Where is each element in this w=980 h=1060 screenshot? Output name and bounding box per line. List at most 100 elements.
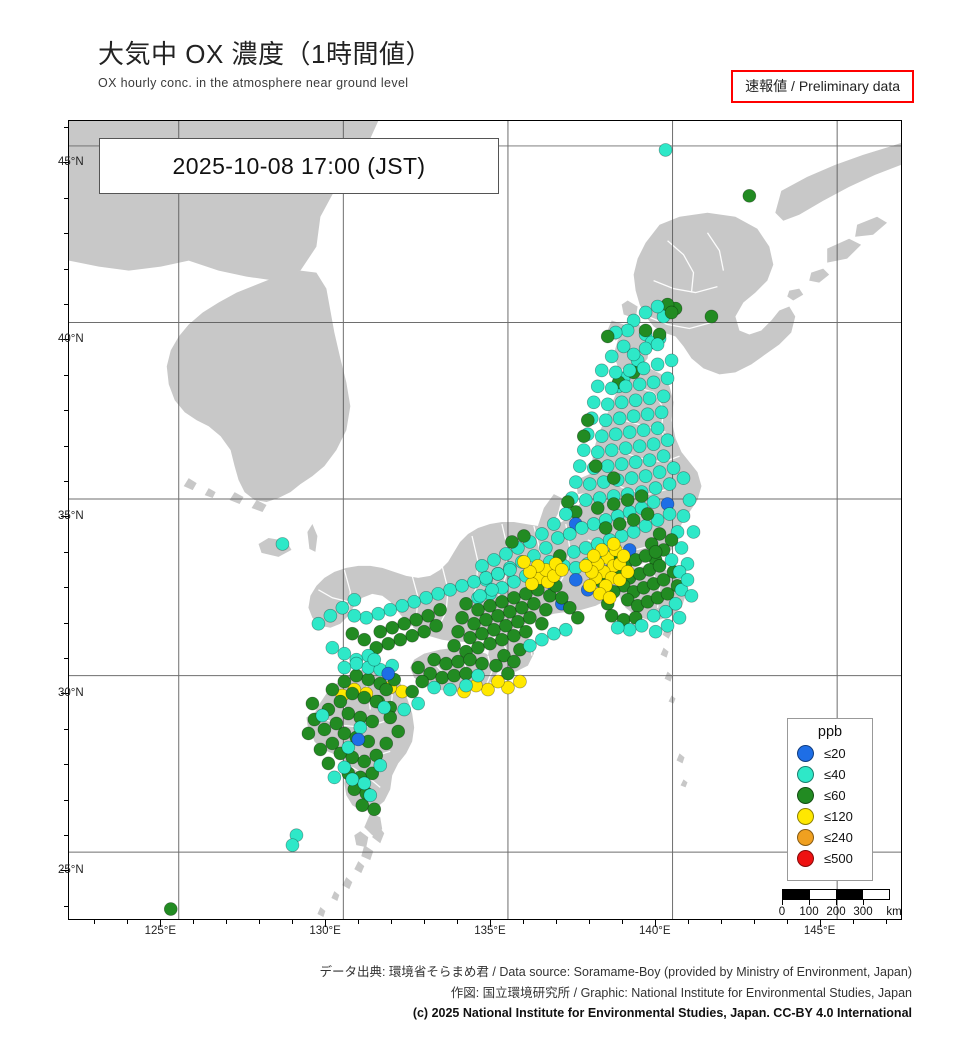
y-axis-tick-label: 45°N: [58, 156, 84, 169]
y-axis-minor-tick: [64, 622, 68, 624]
legend: ppb ≤20 ≤40 ≤60 ≤120 ≤240 ≤500: [787, 718, 873, 881]
legend-color-swatch: [797, 829, 814, 846]
legend-title: ppb: [817, 724, 843, 740]
title-block: 大気中 OX 濃度（1時間値） OX hourly conc. in the a…: [98, 39, 432, 90]
legend-row: ≤40: [788, 764, 872, 785]
y-axis-minor-tick: [64, 728, 68, 730]
y-axis-minor-tick: [64, 658, 68, 660]
y-axis-minor-tick: [64, 127, 68, 129]
y-axis-minor-tick: [64, 233, 68, 235]
scale-bar-labels: km 0 100 200 300: [778, 906, 901, 919]
legend-row: ≤20: [788, 743, 872, 764]
timestamp-box: 2025-10-08 17:00 (JST): [99, 138, 499, 194]
scale-bar-label: 100: [799, 906, 819, 918]
scale-bar-segment: [836, 890, 863, 899]
y-axis-minor-tick: [64, 587, 68, 589]
legend-color-swatch: [797, 787, 814, 804]
x-axis-tick-label: 135°E: [474, 925, 506, 937]
x-axis-minor-tick: [358, 920, 360, 924]
scale-bar-segment: [809, 890, 836, 899]
footer-data-source: データ出典: 環境省そらまめ君 / Data source: Soramame-…: [319, 965, 912, 979]
page-title: 大気中 OX 濃度（1時間値）: [98, 39, 432, 69]
legend-row: ≤240: [788, 827, 872, 848]
y-axis-minor-tick: [64, 905, 68, 907]
y-axis-minor-tick: [64, 481, 68, 483]
japan-map: [69, 121, 901, 919]
scale-bar-tick: [863, 900, 864, 905]
y-axis-major-tick: [61, 516, 68, 518]
x-axis-minor-tick: [852, 920, 854, 924]
x-axis-tick-label: 125°E: [144, 925, 177, 937]
x-axis-major-tick: [325, 920, 327, 927]
legend-label: ≤500: [824, 851, 853, 866]
x-axis-minor-tick: [522, 920, 524, 924]
preliminary-data-badge: 速報値 / Preliminary data: [731, 70, 914, 103]
legend-color-swatch: [797, 766, 814, 783]
y-axis-tick-label: 30°N: [58, 687, 84, 700]
x-axis-minor-tick: [127, 920, 129, 924]
footer-graphic-credit: 作図: 国立環境研究所 / Graphic: National Institut…: [450, 985, 912, 1000]
legend-label: ≤120: [824, 809, 853, 824]
scale-bar-label: 200: [826, 906, 846, 918]
page-subtitle: OX hourly conc. in the atmosphere near g…: [98, 75, 409, 90]
scale-bar-ticks: [782, 900, 892, 905]
legend-color-swatch: [797, 745, 814, 762]
x-axis-tick-label: 130°E: [309, 925, 341, 937]
scale-bar-segments: [782, 889, 890, 900]
y-axis-tick-label: 40°N: [58, 333, 84, 346]
x-axis-minor-tick: [885, 920, 887, 924]
footer: データ出典: 環境省そらまめ君 / Data source: Soramame-…: [0, 962, 980, 1024]
footer-copyright: (c) 2025 National Institute for Environm…: [412, 1006, 912, 1021]
legend-label: ≤240: [824, 830, 853, 845]
x-axis-major-tick: [160, 920, 162, 927]
scale-bar-tick: [782, 900, 783, 905]
x-axis-major-tick: [819, 920, 821, 927]
x-axis-major-tick: [489, 920, 491, 927]
x-axis-minor-tick: [786, 920, 788, 924]
y-axis-minor-tick: [64, 197, 68, 199]
y-axis-minor-tick: [64, 374, 68, 376]
y-axis-major-tick: [61, 162, 68, 164]
x-axis-minor-tick: [193, 920, 195, 924]
scale-bar-unit: km: [886, 906, 902, 918]
x-axis-minor-tick: [424, 920, 426, 924]
legend-row: ≤500: [788, 848, 872, 869]
x-axis-tick-label: 140°E: [639, 925, 671, 937]
x-axis-minor-tick: [259, 920, 261, 924]
legend-label: ≤20: [824, 746, 846, 761]
x-axis-minor-tick: [456, 920, 458, 924]
x-axis-minor-tick: [555, 920, 557, 924]
scale-bar-tick: [836, 900, 837, 905]
x-axis-major-tick: [654, 920, 656, 927]
x-axis-minor-tick: [588, 920, 590, 924]
y-axis-major-tick: [61, 339, 68, 341]
x-axis-minor-tick: [292, 920, 294, 924]
y-axis-minor-tick: [64, 304, 68, 306]
legend-label: ≤60: [824, 788, 846, 803]
map-plot-area[interactable]: 2025-10-08 17:00 (JST) ppb ≤20 ≤40 ≤60 ≤120…: [68, 120, 902, 920]
x-axis-minor-tick: [391, 920, 393, 924]
y-axis-major-tick: [61, 693, 68, 695]
legend-label: ≤40: [824, 767, 846, 782]
y-axis-tick-label: 25°N: [58, 864, 84, 877]
x-axis-tick-label: 145°E: [803, 925, 836, 937]
scale-bar-label: 0: [778, 906, 786, 918]
scale-bar-label: 300: [853, 906, 873, 918]
y-axis-minor-tick: [64, 799, 68, 801]
scale-bar: km 0 100 200 300: [778, 889, 901, 919]
y-axis-tick-label: 35°N: [58, 510, 84, 523]
y-axis-major-tick: [61, 870, 68, 872]
x-axis-minor-tick: [753, 920, 755, 924]
scale-bar-tick: [809, 900, 810, 905]
x-axis-minor-tick: [94, 920, 96, 924]
x-axis-minor-tick: [226, 920, 228, 924]
x-axis-minor-tick: [687, 920, 689, 924]
scale-bar-segment: [862, 890, 889, 899]
legend-row: ≤120: [788, 806, 872, 827]
x-axis-minor-tick: [720, 920, 722, 924]
y-axis-minor-tick: [64, 268, 68, 270]
y-axis-minor-tick: [64, 835, 68, 837]
legend-color-swatch: [797, 808, 814, 825]
legend-row: ≤60: [788, 785, 872, 806]
y-axis-minor-tick: [64, 410, 68, 412]
